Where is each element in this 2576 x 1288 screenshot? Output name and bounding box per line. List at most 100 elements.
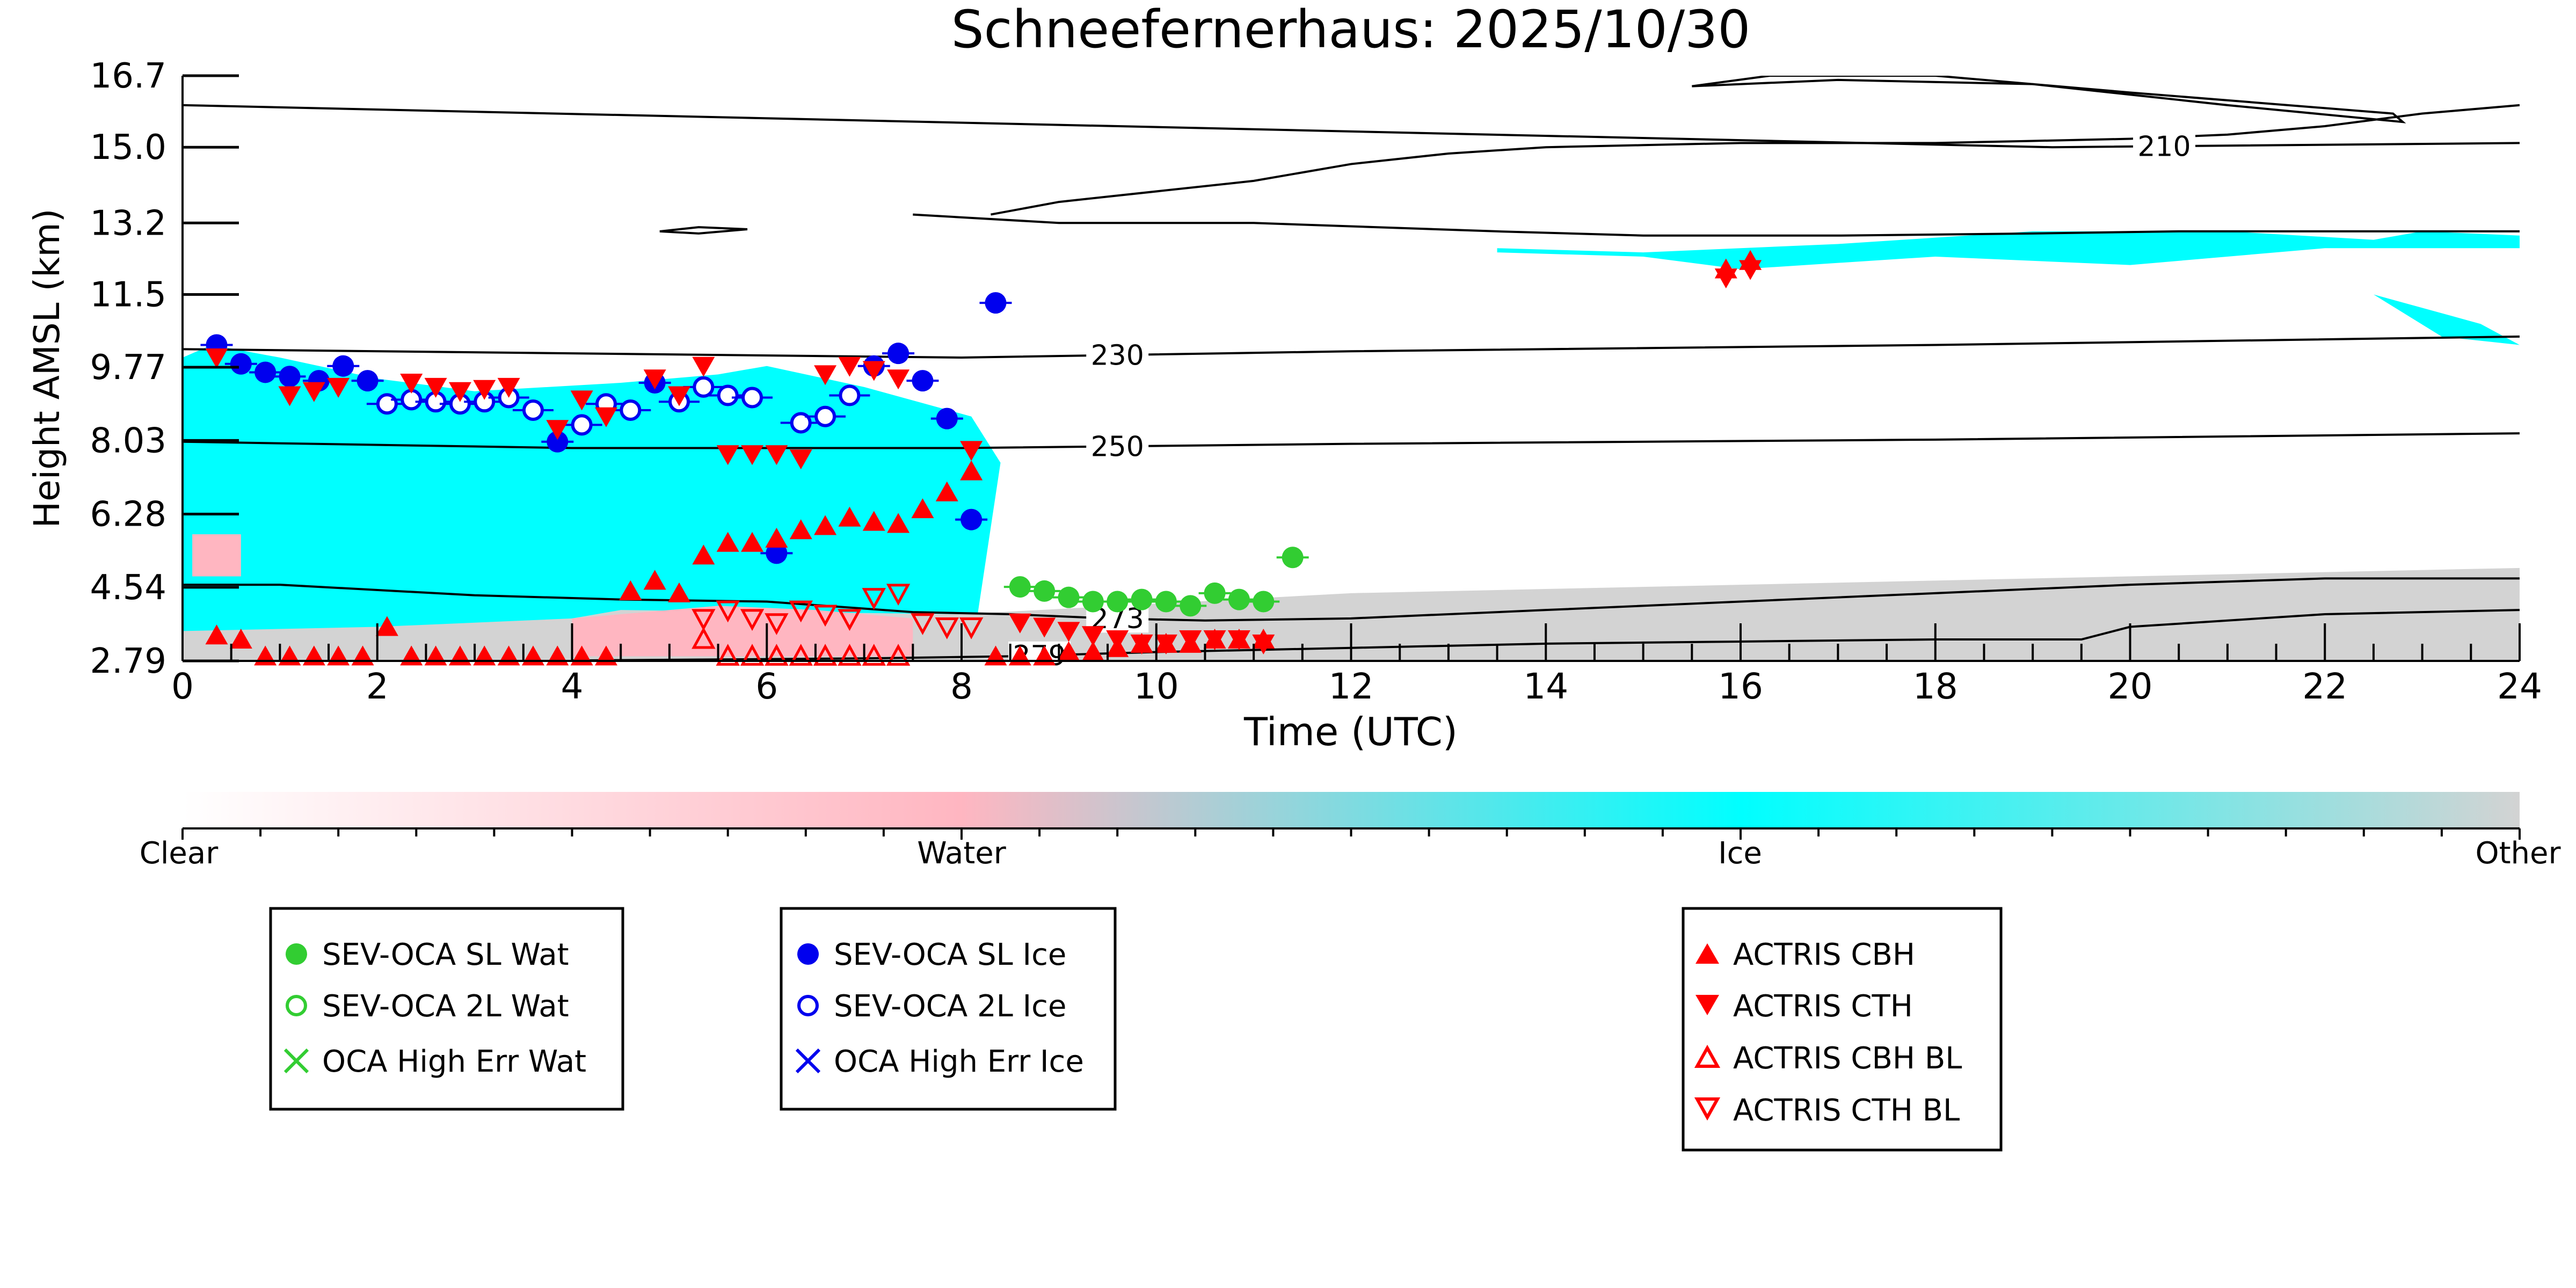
actris-cth-bl-point-2	[740, 609, 765, 631]
actris-cbh-point-21	[716, 532, 739, 552]
legend-sev-2l-ice-marker	[797, 995, 819, 1016]
contour-line-unlabeled-8	[659, 226, 748, 235]
actris-cbh-point-35	[1057, 641, 1080, 661]
legend-ice-frame	[780, 907, 1117, 1111]
sev-oca-sl-ice-point-13-marker	[936, 407, 958, 430]
sev-oca-sl-ice-point-12-marker	[912, 370, 934, 392]
actris-cth-point-25	[1033, 617, 1056, 638]
sev-oca-sl-wat-point-3-marker	[1082, 591, 1104, 613]
actris-cth-point-1	[278, 386, 301, 406]
contour-line-230	[183, 335, 2520, 359]
contour-line-unlabeled-5	[913, 213, 2520, 237]
contour-line-250	[183, 432, 2520, 449]
legend-oca-err-ice-marker	[795, 1048, 821, 1074]
legend-actris-entry-cth: ACTRIS CTH	[1695, 989, 1913, 1024]
sev-oca-2l-ice-point-0-marker	[376, 393, 398, 415]
actris-cbh-point-27	[862, 511, 885, 531]
actris-cth-point-2	[302, 382, 325, 402]
y-ticks: 2.79 4.54 6.28 8.03 9.77 11.5 13.2 15.0 16.7	[90, 56, 239, 681]
sev-oca-sl-ice-point-15	[979, 292, 1012, 314]
actris-cth-point-22	[887, 369, 910, 390]
sev-oca-sl-ice-point-14-marker	[960, 508, 983, 530]
actris-cth-bl-point-5	[813, 605, 838, 627]
actris-cth-bl-point-10	[935, 617, 959, 639]
actris-cth-point-31	[1179, 630, 1202, 651]
actris-cth-point-23	[960, 441, 983, 461]
sev-oca-sl-wat-point-7	[1174, 595, 1207, 617]
x-axis-label: Time (UTC)	[1243, 709, 1458, 754]
sev-oca-sl-wat-point-0	[1003, 576, 1036, 598]
contour-line-unlabeled-7	[1692, 76, 2406, 123]
sev-oca-2l-ice-point-12	[707, 384, 748, 406]
actris-cth-bl-point-1	[716, 600, 740, 623]
sev-oca-2l-ice-point-16	[829, 384, 870, 406]
actris-cbh-point-23	[765, 527, 788, 548]
sev-oca-sl-ice-point-5	[327, 355, 360, 377]
actris-cth-bl-point-3	[765, 613, 789, 635]
actris-cbh-point-22	[741, 532, 764, 552]
y-axis-label: Height AMSL (km)	[26, 209, 68, 528]
actris-cth-point-33	[1227, 630, 1250, 651]
actris-cth-point-4	[400, 374, 423, 394]
actris-cbh-point-26	[838, 506, 861, 527]
sev-oca-2l-ice-point-6	[512, 399, 554, 421]
actris-cbh-point-31	[960, 460, 983, 481]
legend-sev-sl-ice-marker	[797, 943, 819, 965]
actris-cth-point-18	[789, 449, 812, 470]
sev-oca-sl-ice-point-9	[760, 542, 793, 564]
sev-oca-sl-wat-point-0-marker	[1009, 576, 1031, 598]
actris-cbh-point-25	[814, 515, 837, 535]
colorbar-label-ice: Ice	[1718, 836, 1762, 871]
colorbar-label-water: Water	[917, 836, 1007, 871]
actris-cth-point-11	[594, 407, 617, 427]
legend-water: SEV-OCA SL Wat SEV-OCA 2L Wat OCA High E…	[269, 907, 624, 1111]
sev-oca-sl-wat-point-9-marker	[1228, 588, 1250, 610]
sev-oca-sl-ice-point-12	[906, 370, 939, 392]
contour-line-279	[572, 609, 2520, 661]
sev-oca-sl-ice-point-13	[930, 407, 963, 430]
legend-actris-cbh-bl-marker	[1694, 1044, 1721, 1068]
sev-oca-sl-ice-point-14	[955, 508, 988, 530]
legend-ice: SEV-OCA SL Ice SEV-OCA 2L Ice OCA High E…	[780, 907, 1117, 1111]
sev-oca-sl-ice-point-5-marker	[332, 355, 354, 377]
sev-oca-sl-wat-point-5	[1125, 588, 1158, 610]
actris-cth-bl-point-6	[838, 609, 862, 631]
actris-cbh-bl-point-1	[716, 644, 740, 666]
sev-oca-sl-ice-point-6-marker	[356, 370, 379, 392]
sev-oca-sl-wat-point-8-marker	[1204, 582, 1226, 604]
actris-cbh-point-28	[887, 513, 910, 533]
contour-line-210	[183, 104, 2520, 149]
actris-cth-point-30	[1154, 634, 1177, 654]
colorbar-label-clear: Clear	[140, 836, 219, 871]
actris-cth-point-10	[570, 390, 593, 411]
sev-oca-sl-wat-point-4	[1101, 591, 1134, 613]
colorbar-label-other: Other	[2475, 836, 2561, 871]
actris-cth-point-26	[1057, 622, 1080, 642]
legend-actris-cth-bl-marker	[1694, 1097, 1721, 1121]
actris-cth-point-7	[473, 380, 496, 400]
actris-cbh-point-1	[229, 629, 252, 649]
sev-oca-sl-ice-point-7-marker	[547, 431, 569, 453]
contour-line-273	[183, 577, 2520, 622]
sev-oca-sl-ice-point-1-marker	[230, 353, 252, 375]
sev-oca-sl-wat-point-2	[1052, 586, 1085, 608]
x-tick-label-20: 20	[2108, 666, 2153, 707]
actris-cth-point-21	[862, 361, 885, 381]
actris-cbh-point-18	[643, 570, 666, 590]
contour-label-bg-250	[1086, 432, 1149, 461]
legend-actris-cbh-marker	[1695, 943, 1719, 964]
sev-oca-sl-wat-point-10-marker	[1253, 591, 1275, 613]
x-tick-label-22: 22	[2302, 666, 2347, 707]
actris-cth-bl-point-7	[862, 588, 886, 610]
actris-cth-point-13	[668, 386, 691, 406]
sev-oca-sl-ice-point-11-marker	[887, 343, 909, 365]
actris-cbh-bl-point-4	[789, 644, 813, 666]
legend-actris-entry-cbh-bl: ACTRIS CBH BL	[1694, 1041, 1962, 1076]
legend-ice-entry-err: OCA High Err Ice	[795, 1044, 1084, 1079]
legend-sev-sl-wat-label: SEV-OCA SL Wat	[322, 937, 569, 972]
actris-cbh-point-0	[205, 624, 228, 645]
sev-oca-2l-ice-point-14-marker	[790, 412, 812, 434]
contour-label-230: 230	[1091, 339, 1144, 372]
actris-cth-point-6	[448, 382, 471, 402]
x-tick-label-0: 0	[171, 666, 194, 707]
